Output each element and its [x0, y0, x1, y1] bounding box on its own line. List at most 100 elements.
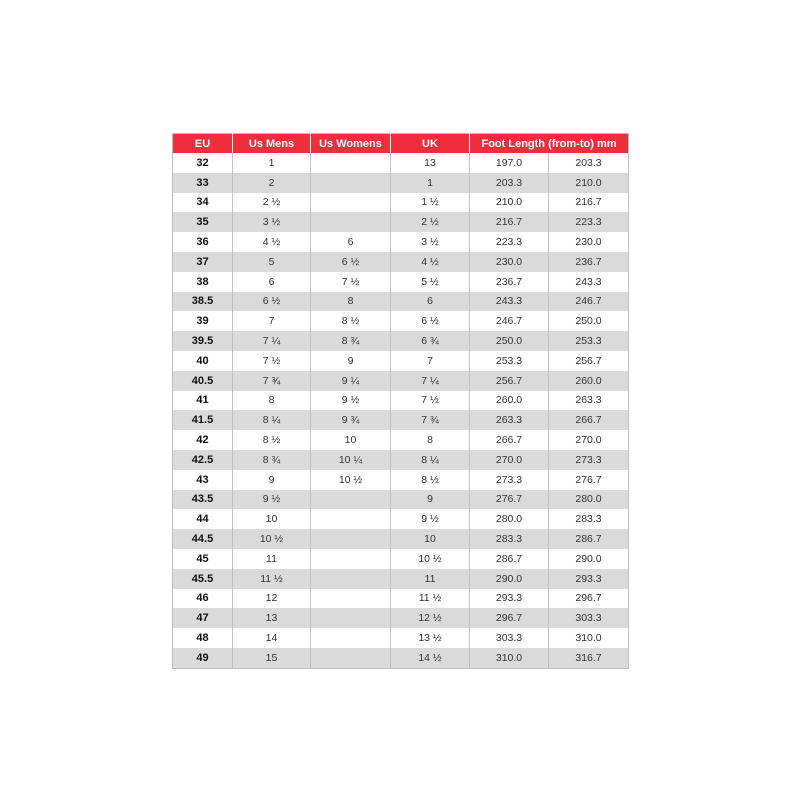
us-womens-cell [310, 509, 391, 530]
foot-length-from-cell: 303.3 [469, 628, 549, 648]
foot-length-to-cell: 256.7 [548, 350, 629, 371]
eu-cell: 44 [172, 509, 233, 530]
us-womens-cell: 7 ½ [310, 271, 391, 292]
foot-length-to-cell: 290.0 [548, 548, 629, 569]
header-foot-length: Foot Length (from-to) mm [469, 133, 629, 153]
us-mens-cell: 3 ½ [232, 212, 311, 233]
eu-cell: 45.5 [172, 568, 233, 589]
eu-cell: 32 [172, 153, 233, 173]
foot-length-to-cell: 293.3 [548, 568, 629, 589]
eu-cell: 43.5 [172, 489, 233, 510]
table-row: 33 2 1 203.3 210.0 [172, 172, 629, 193]
table-row: 42 8 ½ 10 8 266.7 270.0 [172, 430, 629, 450]
table-row: 34 2 ½ 1 ½ 210.0 216.7 [172, 192, 629, 213]
foot-length-to-cell: 243.3 [548, 271, 629, 292]
us-womens-cell: 9 [310, 350, 391, 371]
uk-cell: 10 ½ [390, 548, 470, 569]
foot-length-from-cell: 286.7 [469, 548, 549, 569]
us-womens-cell [310, 548, 391, 569]
eu-cell: 40 [172, 350, 233, 371]
uk-cell: 3 ½ [390, 232, 470, 252]
eu-cell: 39.5 [172, 331, 233, 351]
foot-length-from-cell: 256.7 [469, 370, 549, 391]
uk-cell: 13 [390, 153, 470, 173]
uk-cell: 8 ½ [390, 469, 470, 490]
eu-cell: 44.5 [172, 529, 233, 549]
us-mens-cell: 14 [232, 628, 311, 648]
header-us-womens: Us Womens [310, 133, 391, 153]
uk-cell: 11 ½ [390, 588, 470, 609]
table-row: 40 7 ½ 9 7 253.3 256.7 [172, 350, 629, 371]
foot-length-to-cell: 203.3 [548, 153, 629, 173]
foot-length-from-cell: 210.0 [469, 192, 549, 213]
us-mens-cell: 6 [232, 271, 311, 292]
table-row: 38.5 6 ½ 8 6 243.3 246.7 [172, 291, 629, 312]
uk-cell: 9 ½ [390, 509, 470, 530]
us-mens-cell: 8 [232, 390, 311, 411]
us-womens-cell [310, 529, 391, 549]
us-mens-cell: 6 ½ [232, 291, 311, 312]
uk-cell: 6 ¾ [390, 331, 470, 351]
eu-cell: 35 [172, 212, 233, 233]
eu-cell: 41 [172, 390, 233, 411]
us-womens-cell: 8 ¾ [310, 331, 391, 351]
uk-cell: 12 ½ [390, 608, 470, 629]
foot-length-to-cell: 246.7 [548, 291, 629, 312]
table-row: 48 14 13 ½ 303.3 310.0 [172, 628, 629, 648]
us-womens-cell: 8 ½ [310, 311, 391, 332]
uk-cell: 10 [390, 529, 470, 549]
header-row: EU Us Mens Us Womens UK Foot Length (fro… [172, 133, 629, 153]
us-mens-cell: 10 ½ [232, 529, 311, 549]
foot-length-to-cell: 210.0 [548, 172, 629, 193]
us-mens-cell: 8 ¼ [232, 410, 311, 431]
uk-cell: 1 ½ [390, 192, 470, 213]
us-mens-cell: 13 [232, 608, 311, 629]
eu-cell: 43 [172, 469, 233, 490]
uk-cell: 11 [390, 568, 470, 589]
table-row: 35 3 ½ 2 ½ 216.7 223.3 [172, 212, 629, 233]
foot-length-to-cell: 316.7 [548, 647, 629, 669]
eu-cell: 34 [172, 192, 233, 213]
uk-cell: 6 [390, 291, 470, 312]
foot-length-from-cell: 273.3 [469, 469, 549, 490]
foot-length-to-cell: 303.3 [548, 608, 629, 629]
table-row: 49 15 14 ½ 310.0 316.7 [172, 647, 629, 669]
foot-length-from-cell: 263.3 [469, 410, 549, 431]
us-womens-cell [310, 588, 391, 609]
foot-length-to-cell: 223.3 [548, 212, 629, 233]
foot-length-to-cell: 236.7 [548, 251, 629, 272]
us-mens-cell: 8 ½ [232, 430, 311, 450]
us-womens-cell [310, 489, 391, 510]
eu-cell: 33 [172, 172, 233, 193]
foot-length-to-cell: 260.0 [548, 370, 629, 391]
us-mens-cell: 7 [232, 311, 311, 332]
uk-cell: 14 ½ [390, 647, 470, 669]
foot-length-from-cell: 197.0 [469, 153, 549, 173]
foot-length-from-cell: 310.0 [469, 647, 549, 669]
header-eu: EU [172, 133, 233, 153]
foot-length-to-cell: 276.7 [548, 469, 629, 490]
us-mens-cell: 8 ¾ [232, 449, 311, 470]
us-womens-cell [310, 192, 391, 213]
foot-length-from-cell: 236.7 [469, 271, 549, 292]
us-womens-cell: 10 ½ [310, 469, 391, 490]
foot-length-from-cell: 260.0 [469, 390, 549, 411]
uk-cell: 2 ½ [390, 212, 470, 233]
us-mens-cell: 7 ½ [232, 350, 311, 371]
eu-cell: 46 [172, 588, 233, 609]
foot-length-to-cell: 250.0 [548, 311, 629, 332]
us-mens-cell: 11 ½ [232, 568, 311, 589]
foot-length-to-cell: 283.3 [548, 509, 629, 530]
uk-cell: 7 ½ [390, 390, 470, 411]
foot-length-from-cell: 246.7 [469, 311, 549, 332]
foot-length-to-cell: 270.0 [548, 430, 629, 450]
us-mens-cell: 2 [232, 172, 311, 193]
uk-cell: 6 ½ [390, 311, 470, 332]
us-womens-cell: 9 ¼ [310, 370, 391, 391]
